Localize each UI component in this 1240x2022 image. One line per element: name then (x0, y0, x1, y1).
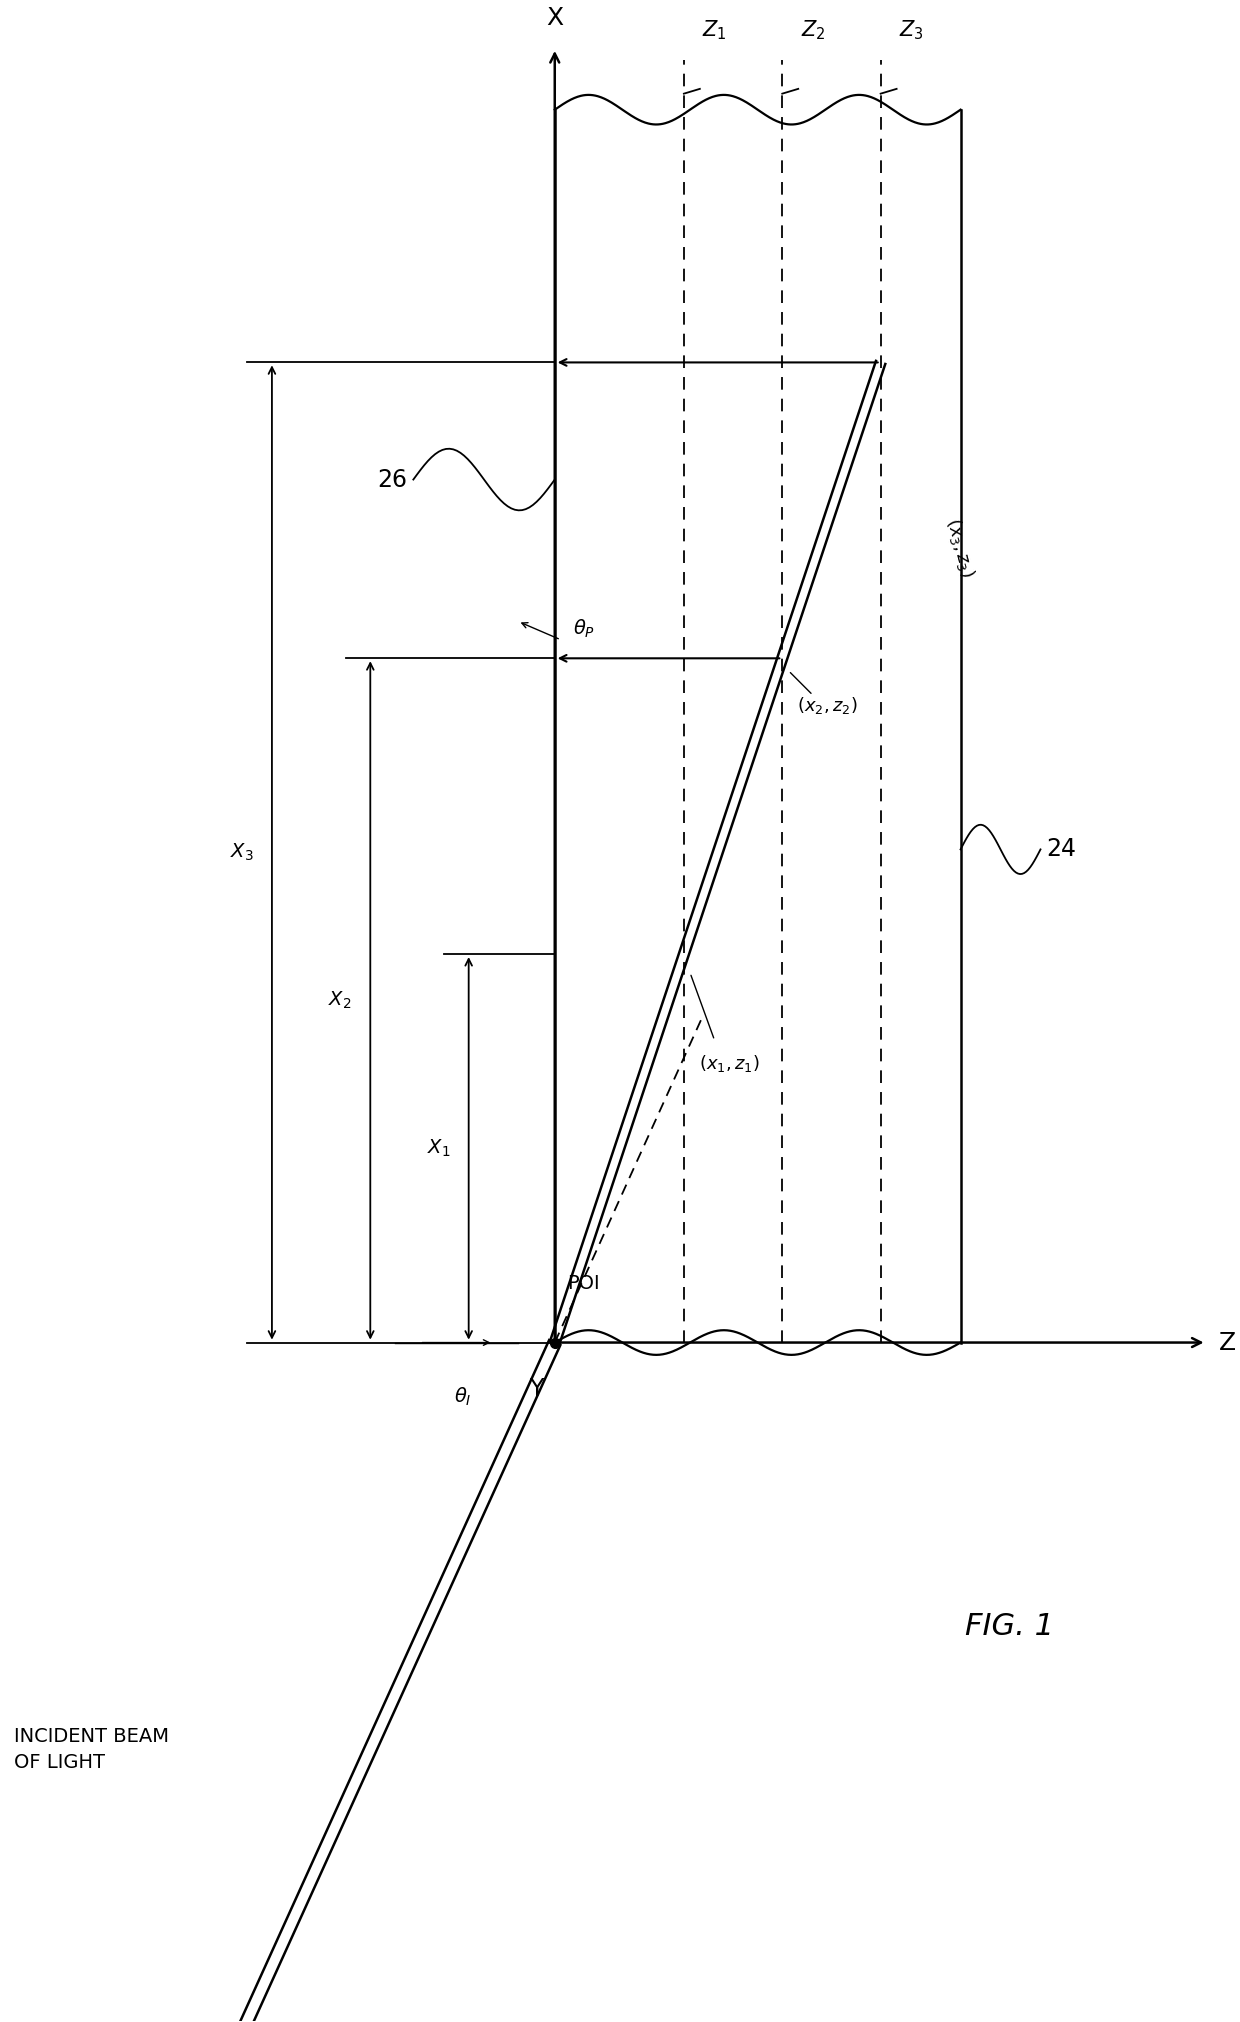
Text: Z: Z (1219, 1330, 1236, 1355)
Text: Y: Y (529, 1377, 543, 1401)
Text: INCIDENT BEAM
OF LIGHT: INCIDENT BEAM OF LIGHT (14, 1727, 169, 1771)
Text: X: X (546, 6, 563, 30)
Text: $(x_1,z_1)$: $(x_1,z_1)$ (698, 1053, 759, 1074)
Text: $(x_2,z_2)$: $(x_2,z_2)$ (797, 696, 858, 716)
Text: 26: 26 (377, 467, 407, 491)
Text: $X_1$: $X_1$ (427, 1138, 450, 1159)
Text: 24: 24 (1047, 837, 1076, 861)
Text: $\theta_I$: $\theta_I$ (454, 1385, 471, 1407)
Text: $(x_3,z_3)$: $(x_3,z_3)$ (942, 516, 978, 580)
Text: $Z_1$: $Z_1$ (702, 18, 727, 42)
Text: $Z_2$: $Z_2$ (801, 18, 826, 42)
Text: FIG. 1: FIG. 1 (965, 1612, 1054, 1640)
Text: POI: POI (567, 1274, 600, 1294)
Text: $X_2$: $X_2$ (329, 991, 352, 1011)
Text: $X_3$: $X_3$ (229, 841, 253, 863)
Text: $Z_3$: $Z_3$ (899, 18, 924, 42)
Text: $\theta_P$: $\theta_P$ (573, 617, 595, 639)
